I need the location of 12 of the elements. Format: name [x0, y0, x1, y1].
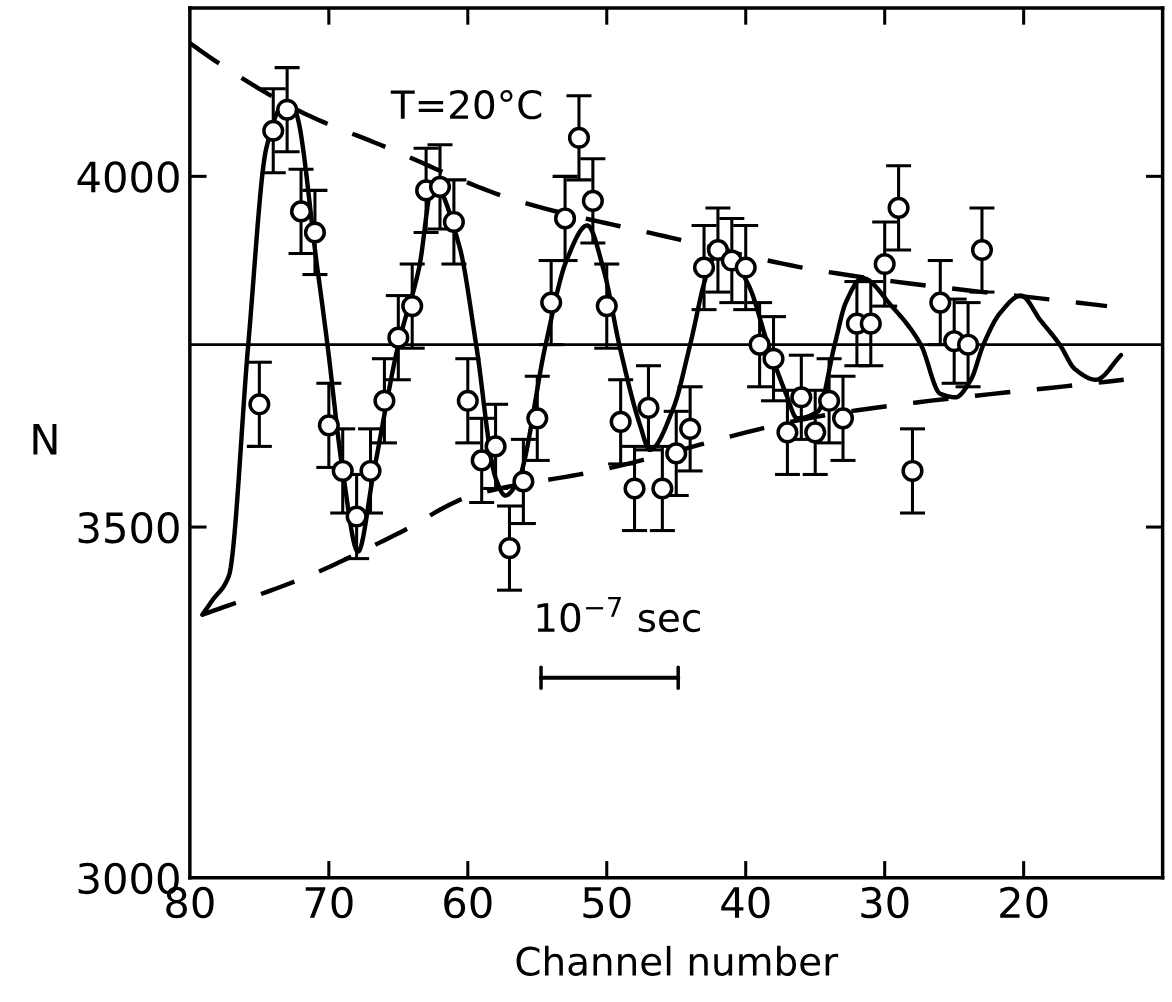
x-tick-label: 60: [444, 886, 492, 919]
annotation: T=20°C: [390, 89, 542, 120]
y-tick-label: 4000: [77, 161, 179, 193]
x-tick-label: 20: [1000, 886, 1048, 919]
x-tick-label: 30: [861, 886, 909, 919]
annotation: 10$^{−7}$ sec: [537, 596, 700, 633]
x-tick-label: 40: [721, 886, 770, 919]
y-tick-label: 3500: [78, 511, 179, 544]
x-axis-title: Channel number: [516, 945, 839, 976]
x-tick-label: 50: [583, 886, 631, 919]
x-tick-label: 70: [305, 886, 353, 919]
y-axis-title: N: [33, 424, 57, 455]
